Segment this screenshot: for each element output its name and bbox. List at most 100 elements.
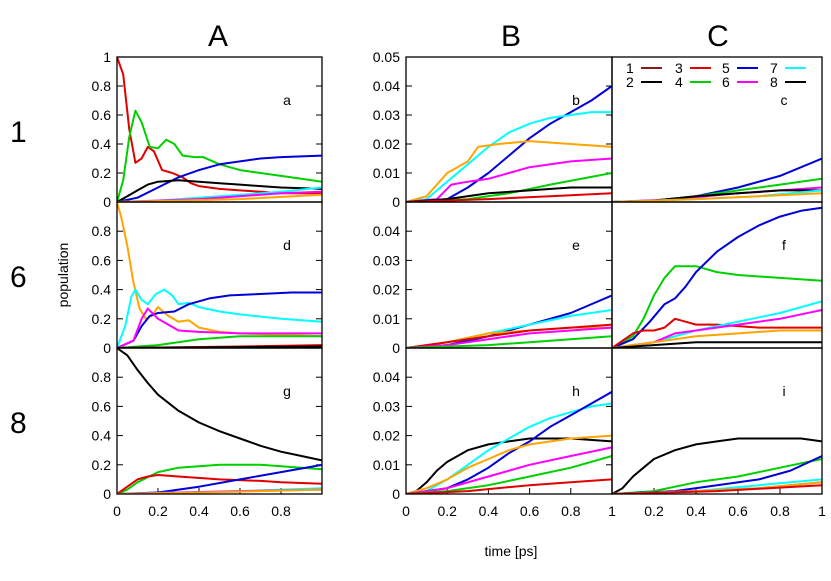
ytick-label-h-0: 0	[392, 486, 400, 502]
ytick-label-a-2: 0.4	[92, 136, 112, 152]
series-line-d-2	[117, 291, 322, 348]
series-line-h-2	[406, 390, 612, 494]
panel-b: 0 0.01 0.02 0.03 0.04 0.05 b	[373, 49, 613, 210]
series-line-a-2	[117, 154, 322, 202]
series-line-f-5	[612, 329, 822, 348]
xtick-label-i-3: 0.8	[770, 503, 790, 519]
panel-h: 0 0.01 0.02 0.03 0.04 0 0.2 0.4 0.6 0.8 1 h	[373, 347, 616, 519]
legend-label-4-3: 4	[675, 74, 683, 90]
xtick-label-h-0: 0	[402, 503, 410, 519]
panel-letter-i: i	[782, 383, 785, 399]
panel-frame-a	[116, 56, 323, 203]
column-title-a: A	[208, 20, 228, 53]
ytick-label-b-4: 0.04	[373, 78, 400, 94]
ytick-label-b-2: 0.02	[373, 136, 400, 152]
x-axis-label: time [ps]	[485, 543, 538, 559]
panel-frame-c	[611, 56, 823, 203]
series-line-h-4	[406, 446, 612, 494]
ytick-label-d-4: 0.8	[92, 223, 112, 239]
ytick-label-h-2: 0.02	[373, 428, 400, 444]
panel-g: 0 0.2 0.4 0.6 0.8 0 0.2 0.4 0.6 0.8 g	[92, 347, 323, 519]
panel-frame-i	[611, 347, 823, 495]
row-title-1: 1	[10, 116, 27, 149]
series-line-b-2	[406, 140, 612, 202]
xtick-label-i-2: 0.6	[728, 503, 748, 519]
legend-label-1-0: 1	[626, 60, 634, 76]
ytick-label-a-4: 0.8	[92, 78, 112, 94]
ytick-label-b-3: 0.03	[373, 107, 400, 123]
series-line-h-3	[406, 434, 612, 494]
series-line-e-4	[406, 326, 612, 348]
series-line-f-1	[612, 206, 822, 348]
ytick-label-d-3: 0.6	[92, 252, 112, 268]
series-line-h-6	[406, 478, 612, 494]
panel-letter-f: f	[782, 237, 786, 253]
legend-label-5-4: 5	[722, 60, 730, 76]
panel-letter-g: g	[283, 383, 291, 399]
xtick-label-g-3: 0.6	[230, 503, 250, 519]
series-line-f-0	[612, 265, 822, 348]
panel-letter-a: a	[283, 92, 291, 108]
panel-letter-d: d	[283, 237, 291, 253]
series-line-f-6	[612, 341, 822, 348]
row-title-6: 6	[10, 261, 27, 294]
ytick-label-e-0: 0	[392, 340, 400, 356]
column-title-b: B	[501, 20, 521, 53]
ytick-label-d-0: 0	[103, 340, 111, 356]
panel-i: 0.2 0.4 0.6 0.8 1 i	[611, 347, 826, 519]
xtick-label-g-2: 0.4	[189, 503, 209, 519]
ytick-label-d-1: 0.2	[92, 311, 112, 327]
ytick-label-b-5: 0.05	[373, 49, 400, 65]
ytick-label-d-2: 0.4	[92, 282, 112, 298]
series-line-g-1	[117, 463, 322, 494]
series-line-d-3	[117, 307, 322, 348]
series-line-c-5	[612, 192, 822, 202]
xtick-label-g-1: 0.2	[148, 503, 168, 519]
column-title-c: C	[707, 20, 729, 53]
series-line-b-0	[406, 85, 612, 202]
ytick-label-g-2: 0.4	[92, 428, 112, 444]
series-line-a-1	[117, 109, 322, 202]
panel-letter-c: c	[781, 92, 788, 108]
y-axis-label: population	[55, 243, 71, 308]
legend-label-2-1: 2	[626, 74, 634, 90]
series-line-b-6	[406, 192, 612, 202]
ytick-label-b-0: 0	[392, 194, 400, 210]
panel-e: 0 0.01 0.02 0.03 0.04 e	[373, 201, 613, 356]
panel-frame-g	[116, 347, 323, 495]
series-line-e-3	[406, 323, 612, 348]
panel-f: f	[611, 201, 823, 349]
series-line-d-1	[117, 288, 322, 348]
series-line-d-4	[117, 335, 322, 348]
series-line-b-5	[406, 186, 612, 202]
ytick-label-a-0: 0	[103, 194, 111, 210]
ytick-label-h-4: 0.04	[373, 369, 400, 385]
legend: 12 34 56 78	[626, 60, 806, 90]
series-line-g-0	[117, 348, 322, 462]
ytick-label-h-3: 0.03	[373, 398, 400, 414]
legend-label-8-7: 8	[770, 74, 778, 90]
ytick-label-a-3: 0.6	[92, 107, 112, 123]
panel-c: c	[611, 56, 823, 203]
ytick-label-g-4: 0.8	[92, 369, 112, 385]
xtick-label-g-4: 0.8	[271, 503, 291, 519]
panel-letter-b: b	[572, 92, 580, 108]
xtick-label-h-3: 0.6	[520, 503, 540, 519]
series-line-b-1	[406, 111, 612, 202]
legend-label-6-5: 6	[722, 74, 730, 90]
xtick-label-h-1: 0.2	[437, 503, 457, 519]
ytick-label-g-0: 0	[103, 486, 111, 502]
panel-frame-b	[405, 56, 613, 203]
series-line-e-0	[406, 294, 612, 348]
legend-label-3-2: 3	[675, 60, 683, 76]
panel-letter-h: h	[572, 383, 580, 399]
panel-a: 0 0.2 0.4 0.6 0.8 1 a	[92, 49, 323, 210]
legend-label-7-6: 7	[770, 60, 778, 76]
xtick-label-g-0: 0	[113, 503, 121, 519]
series-line-a-0	[117, 57, 322, 195]
ytick-label-a-5: 1	[103, 49, 111, 65]
ytick-label-e-2: 0.02	[373, 282, 400, 298]
